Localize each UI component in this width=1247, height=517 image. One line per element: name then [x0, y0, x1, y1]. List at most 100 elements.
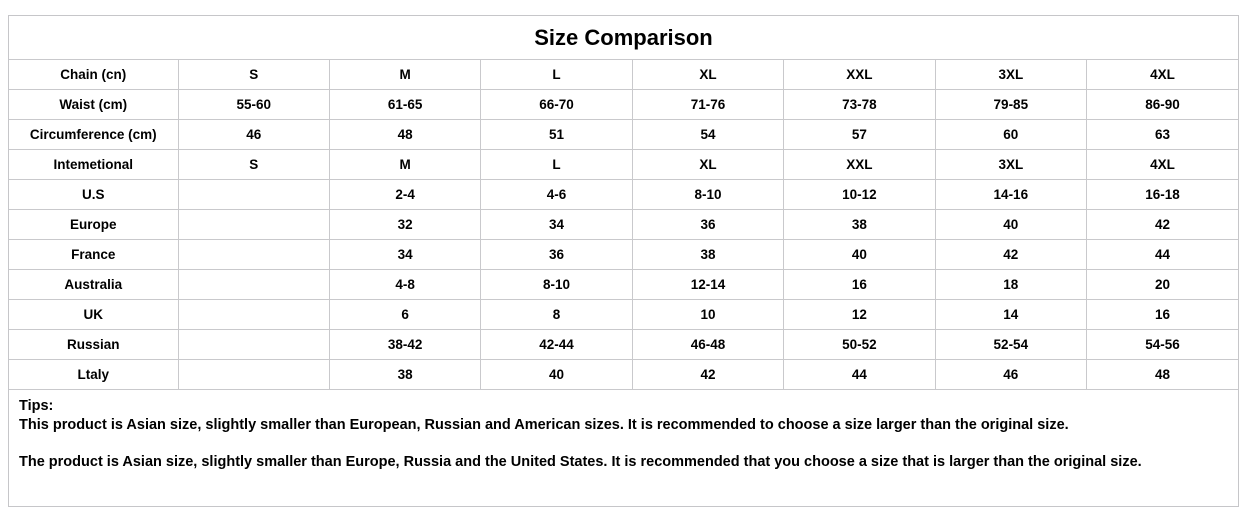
size-cell: 51	[480, 119, 633, 150]
row-label: Europe	[9, 209, 179, 240]
size-chart-panel: Size Comparison Chain (cn) S M L XL XXL …	[8, 15, 1239, 507]
size-cell: 3XL	[934, 59, 1088, 90]
size-cell: 34	[480, 209, 633, 240]
table-row: Circumference (cm) 46 48 51 54 57 60 63	[9, 119, 1238, 150]
size-cell: 66-70	[480, 89, 633, 120]
size-cell: 38	[783, 209, 936, 240]
size-cell: 50-52	[783, 329, 936, 360]
table-row: Europe 32 34 36 38 40 42	[9, 209, 1238, 240]
size-cell: 20	[1086, 269, 1238, 300]
size-cell: 18	[934, 269, 1088, 300]
size-cell	[177, 179, 330, 210]
size-cell: XXL	[783, 149, 936, 180]
row-label: Russian	[9, 329, 179, 360]
size-cell: 42	[631, 359, 785, 390]
size-cell: 8	[480, 299, 633, 330]
size-cell: 8-10	[631, 179, 785, 210]
size-cell: 44	[1086, 239, 1238, 270]
size-cell: 4XL	[1086, 59, 1238, 90]
row-label: Intemetional	[9, 149, 179, 180]
size-cell: 63	[1086, 119, 1238, 150]
size-cell: 14-16	[934, 179, 1088, 210]
size-cell: 4XL	[1086, 149, 1238, 180]
row-label: France	[9, 239, 179, 270]
size-cell: 14	[934, 299, 1088, 330]
size-cell: 52-54	[934, 329, 1088, 360]
size-cell: 38-42	[328, 329, 482, 360]
size-cell: XXL	[783, 59, 936, 90]
size-table: Chain (cn) S M L XL XXL 3XL 4XL Waist (c…	[9, 59, 1238, 390]
size-cell: 79-85	[934, 89, 1088, 120]
size-cell: 38	[631, 239, 785, 270]
size-cell: 40	[934, 209, 1088, 240]
size-cell	[177, 329, 330, 360]
size-cell	[177, 359, 330, 390]
tips-line-2: The product is Asian size, slightly smal…	[19, 454, 1142, 470]
size-cell: 73-78	[783, 89, 936, 120]
size-cell: 61-65	[328, 89, 482, 120]
size-cell	[177, 269, 330, 300]
size-cell: 71-76	[631, 89, 785, 120]
row-label: Ltaly	[9, 359, 179, 390]
page-title: Size Comparison	[534, 25, 713, 50]
table-row: UK 6 8 10 12 14 16	[9, 299, 1238, 330]
table-row: Waist (cm) 55-60 61-65 66-70 71-76 73-78…	[9, 89, 1238, 120]
size-cell: 86-90	[1086, 89, 1238, 120]
size-cell: 55-60	[177, 89, 330, 120]
size-cell: 36	[631, 209, 785, 240]
size-cell: 36	[480, 239, 633, 270]
row-label: Circumference (cm)	[9, 119, 179, 150]
size-cell: 46	[934, 359, 1088, 390]
size-cell: 8-10	[480, 269, 633, 300]
size-cell: 3XL	[934, 149, 1088, 180]
size-cell: L	[480, 59, 633, 90]
tips-heading: Tips:	[19, 398, 54, 414]
table-row: U.S 2-4 4-6 8-10 10-12 14-16 16-18	[9, 179, 1238, 210]
size-cell: 16-18	[1086, 179, 1238, 210]
table-row: Intemetional S M L XL XXL 3XL 4XL	[9, 149, 1238, 180]
table-row: Australia 4-8 8-10 12-14 16 18 20	[9, 269, 1238, 300]
size-cell: XL	[631, 149, 785, 180]
size-cell: 4-8	[328, 269, 482, 300]
size-cell: 48	[1086, 359, 1238, 390]
size-cell: 60	[934, 119, 1088, 150]
size-cell: 46	[177, 119, 330, 150]
size-cell: 54	[631, 119, 785, 150]
size-cell: 42-44	[480, 329, 633, 360]
size-cell: S	[177, 59, 330, 90]
size-cell: S	[177, 149, 330, 180]
size-cell: 10-12	[783, 179, 936, 210]
row-label: Waist (cm)	[9, 89, 179, 120]
size-cell: 42	[934, 239, 1088, 270]
size-cell: 2-4	[328, 179, 482, 210]
size-cell: M	[328, 149, 482, 180]
size-cell: 44	[783, 359, 936, 390]
size-cell: M	[328, 59, 482, 90]
tips-line-1: This product is Asian size, slightly sma…	[19, 417, 1069, 433]
size-cell: 57	[783, 119, 936, 150]
size-cell: 40	[783, 239, 936, 270]
size-cell: 48	[328, 119, 482, 150]
size-cell: 16	[783, 269, 936, 300]
size-cell: 42	[1086, 209, 1238, 240]
tips-spacer	[19, 435, 1228, 453]
table-row: Ltaly 38 40 42 44 46 48	[9, 359, 1238, 390]
size-cell: 16	[1086, 299, 1238, 330]
size-cell: 12-14	[631, 269, 785, 300]
size-cell	[177, 209, 330, 240]
size-cell: 6	[328, 299, 482, 330]
size-cell: XL	[631, 59, 785, 90]
size-cell: 4-6	[480, 179, 633, 210]
table-row: Chain (cn) S M L XL XXL 3XL 4XL	[9, 59, 1238, 90]
size-cell: 10	[631, 299, 785, 330]
tips-section: Tips: This product is Asian size, slight…	[9, 390, 1238, 472]
size-cell: 12	[783, 299, 936, 330]
row-label: U.S	[9, 179, 179, 210]
row-label: Australia	[9, 269, 179, 300]
size-cell	[177, 299, 330, 330]
size-cell: L	[480, 149, 633, 180]
size-cell: 34	[328, 239, 482, 270]
row-label: UK	[9, 299, 179, 330]
size-cell	[177, 239, 330, 270]
size-cell: 54-56	[1086, 329, 1238, 360]
